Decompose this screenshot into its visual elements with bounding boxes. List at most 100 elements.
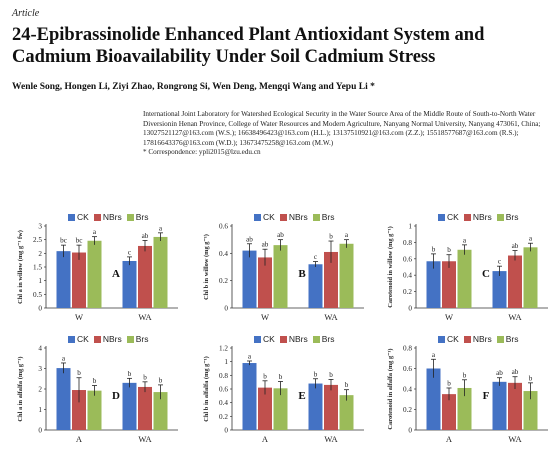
legend-item: CK — [438, 334, 459, 344]
chart-legend: CK NBrs Brs — [438, 334, 518, 344]
chart-panel-e: 0 0.2 0.4 0.6 0.8 1 1.2 Chl b in alfalfa (mg g⁻… — [188, 334, 371, 452]
y-tick-label: 1.2 — [219, 345, 228, 353]
significance-letter: b — [77, 369, 81, 377]
bar — [56, 368, 71, 430]
chart-svg: 0 0.5 1 1.5 2 2.5 3 Chl a in willow (mg g⁻¹ fw)… — [17, 223, 178, 322]
significance-letter: b — [128, 370, 132, 378]
y-tick-label: 2.5 — [33, 236, 42, 244]
legend-item: Brs — [126, 212, 148, 222]
legend-item: NBrs — [463, 212, 492, 222]
significance-letter: c — [128, 248, 131, 256]
legend-swatch — [312, 335, 320, 343]
chart-legend: CK NBrs Brs — [68, 334, 148, 344]
bar — [87, 240, 102, 308]
legend-swatch — [463, 335, 471, 343]
x-tick-label: WA — [508, 312, 522, 322]
legend-item: CK — [254, 334, 275, 344]
legend-swatch — [463, 213, 471, 221]
y-tick-label: 0.2 — [403, 288, 412, 296]
y-tick-label: 0 — [38, 427, 42, 435]
legend-label: Brs — [505, 212, 519, 222]
significance-letter: b — [263, 372, 267, 380]
legend-label: CK — [447, 334, 459, 344]
bar — [308, 383, 323, 430]
bar — [426, 261, 441, 308]
author-list: Wenle Song, Hongen Li, Ziyi Zhao, Rongro… — [12, 82, 375, 92]
x-tick-label: W — [75, 312, 83, 322]
legend-label: Brs — [135, 334, 149, 344]
legend-item: Brs — [312, 334, 334, 344]
panel-letter: D — [112, 390, 120, 402]
bar — [258, 387, 272, 430]
bar — [457, 249, 472, 308]
significance-letter: b — [529, 374, 533, 382]
legend-swatch — [126, 335, 134, 343]
y-tick-label: 0.4 — [403, 386, 412, 394]
correspondence-line: * Correspondence: ypli2015@lzu.edu.cn — [143, 148, 261, 157]
y-axis-label: Chl a in alfalfa (mg g⁻¹) — [17, 356, 24, 421]
bar — [523, 391, 538, 430]
legend-label: NBrs — [472, 334, 492, 344]
y-tick-label: 4 — [38, 345, 42, 353]
bar — [138, 245, 152, 308]
legend-item: Brs — [496, 334, 518, 344]
y-tick-label: 0.6 — [403, 365, 412, 373]
bar — [442, 261, 456, 308]
significance-letter: b — [279, 373, 283, 381]
significance-letter: a — [345, 231, 349, 239]
legend-swatch — [438, 213, 445, 221]
y-tick-label: 1 — [38, 406, 42, 414]
significance-letter: ab — [512, 242, 519, 250]
x-tick-label: WA — [324, 312, 338, 322]
legend-swatch — [93, 213, 101, 221]
y-tick-label: 0.8 — [403, 239, 412, 247]
significance-letter: b — [143, 373, 147, 381]
bar — [339, 243, 354, 308]
y-tick-label: 0.4 — [219, 250, 228, 258]
significance-letter: a — [248, 352, 252, 360]
bar — [138, 386, 152, 430]
x-tick-label: W — [445, 312, 453, 322]
bar — [122, 260, 137, 308]
significance-letter: ab — [277, 231, 284, 239]
legend-item: CK — [68, 334, 89, 344]
x-tick-label: A — [262, 434, 269, 444]
legend-label: CK — [447, 212, 459, 222]
y-tick-label: 2 — [38, 250, 42, 258]
chart-legend: CK NBrs Brs — [254, 212, 334, 222]
significance-letter: bc — [60, 237, 67, 245]
bar — [273, 245, 288, 308]
legend-swatch — [496, 213, 504, 221]
significance-letter: a — [529, 235, 533, 243]
bar — [324, 384, 338, 430]
bar — [153, 392, 168, 430]
y-tick-label: 0.6 — [403, 255, 412, 263]
legend-item: CK — [68, 212, 89, 222]
affiliation-block: International Joint Laboratory for Water… — [143, 110, 543, 158]
legend-swatch — [68, 213, 75, 221]
legend-label: CK — [263, 334, 275, 344]
bar — [523, 247, 538, 308]
bar — [339, 395, 354, 430]
y-tick-label: 1 — [408, 223, 412, 231]
panel-letter: A — [112, 268, 120, 280]
legend-item: Brs — [312, 212, 334, 222]
x-tick-label: A — [446, 434, 453, 444]
legend-label: NBrs — [288, 212, 308, 222]
legend-item: NBrs — [279, 212, 308, 222]
bar — [508, 255, 522, 308]
bar — [72, 252, 86, 308]
legend-item: NBrs — [463, 334, 492, 344]
y-tick-label: 0.5 — [33, 291, 42, 299]
legend-label: NBrs — [288, 334, 308, 344]
significance-letter: b — [432, 245, 436, 253]
legend-item: NBrs — [279, 334, 308, 344]
y-tick-label: 0.8 — [403, 345, 412, 353]
legend-item: Brs — [496, 212, 519, 222]
y-axis-label: Chl a in willow (mg g⁻¹ fw) — [17, 230, 24, 304]
y-tick-label: 0.2 — [219, 277, 228, 285]
y-tick-label: 0.2 — [403, 406, 412, 414]
significance-letter: bc — [76, 237, 83, 245]
panel-letter: C — [482, 268, 490, 280]
